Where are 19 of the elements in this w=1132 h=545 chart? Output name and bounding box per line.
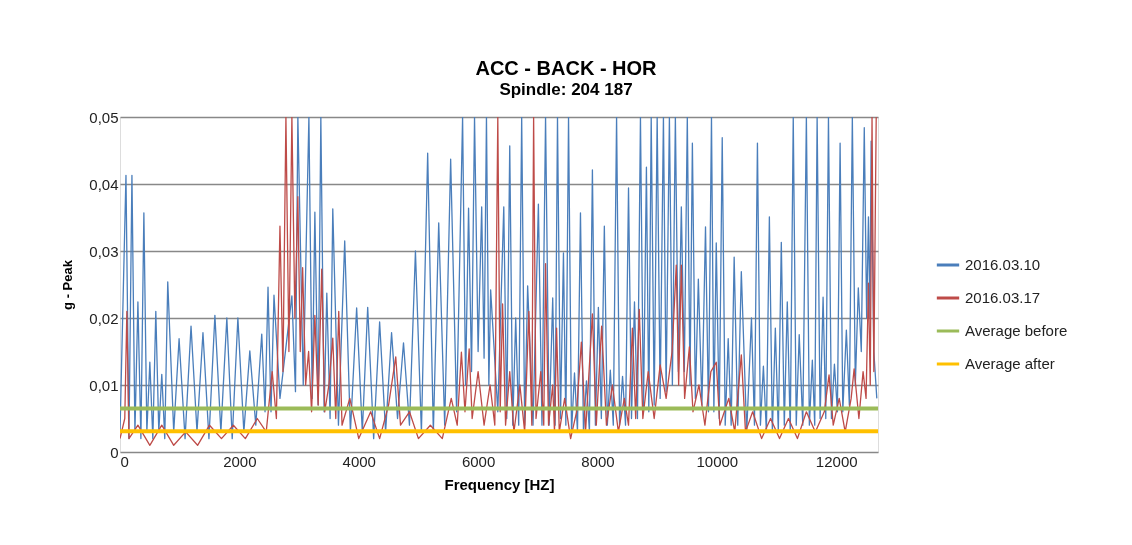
- legend-label: Average after: [965, 355, 1055, 372]
- chart-subtitle: Spindle: 204 187: [499, 80, 633, 99]
- x-tick-label: 6000: [461, 452, 496, 470]
- y-tick-label: 0,02: [89, 309, 119, 327]
- x-tick-label: 4000: [342, 452, 376, 470]
- chart-title: ACC - BACK - HOR: [475, 57, 658, 79]
- x-tick-label: 8000: [581, 452, 615, 470]
- x-tick-label: 10000: [696, 452, 739, 470]
- x-axis-title: Frequency [HZ]: [444, 475, 555, 493]
- x-tick-label: 2000: [223, 452, 257, 470]
- y-tick-label: 0,04: [89, 175, 119, 193]
- legend-label: 2016.03.17: [965, 289, 1041, 306]
- legend-label: 2016.03.10: [965, 256, 1041, 273]
- y-tick-label: 0,01: [89, 376, 119, 394]
- y-axis-title: g - Peak: [60, 259, 76, 310]
- y-tick-label: 0,03: [89, 242, 119, 260]
- y-tick-label: 0,05: [89, 108, 119, 126]
- legend-label: Average before: [965, 322, 1068, 339]
- x-tick-label: 12000: [815, 452, 858, 470]
